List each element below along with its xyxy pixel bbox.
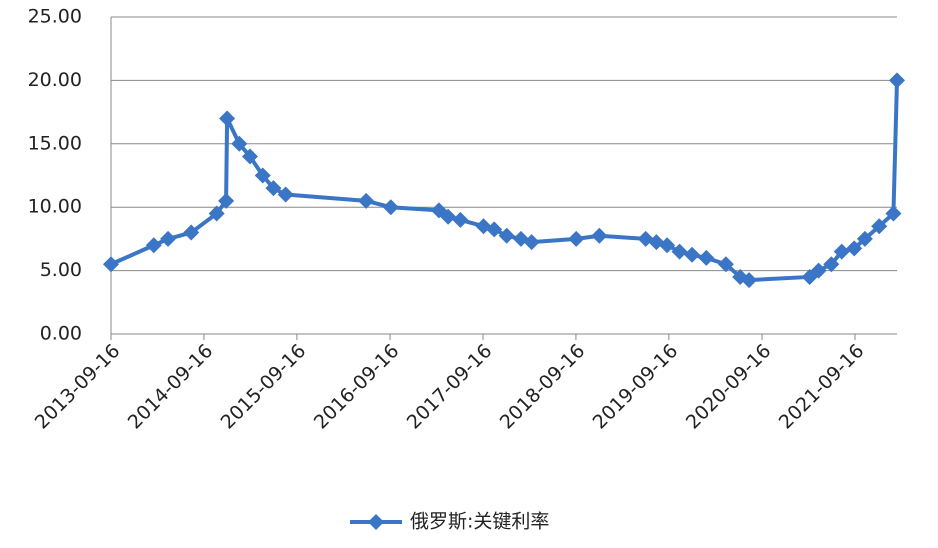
point-marker bbox=[671, 243, 688, 260]
point-marker bbox=[684, 246, 701, 263]
y-tick-label: 5.00 bbox=[40, 259, 82, 281]
point-marker bbox=[717, 256, 734, 273]
point-marker bbox=[219, 110, 236, 127]
point-marker bbox=[358, 192, 375, 209]
point-marker bbox=[440, 208, 457, 225]
point-marker bbox=[856, 230, 873, 247]
point-marker bbox=[810, 262, 827, 279]
x-tick-label: 2016-09-16 bbox=[310, 340, 404, 434]
point-marker bbox=[183, 224, 200, 241]
y-tick-label: 20.00 bbox=[28, 69, 82, 91]
point-marker bbox=[741, 272, 758, 289]
x-tick-label: 2013-09-16 bbox=[31, 340, 125, 434]
point-marker bbox=[498, 227, 515, 244]
x-tick-label: 2015-09-16 bbox=[217, 340, 311, 434]
legend-label: 俄罗斯:关键利率 bbox=[410, 511, 549, 533]
point-marker bbox=[885, 205, 902, 222]
point-marker bbox=[160, 230, 177, 247]
point-marker bbox=[846, 240, 863, 257]
point-marker bbox=[103, 256, 119, 273]
point-marker bbox=[833, 243, 850, 260]
x-tick-label: 2019-09-16 bbox=[589, 340, 683, 434]
point-marker bbox=[382, 199, 399, 216]
point-marker bbox=[486, 221, 503, 238]
point-marker bbox=[659, 237, 676, 254]
point-marker bbox=[889, 72, 905, 89]
point-marker bbox=[698, 249, 715, 266]
point-marker bbox=[523, 234, 540, 251]
point-marker bbox=[277, 186, 294, 203]
point-marker bbox=[208, 205, 225, 222]
point-marker bbox=[452, 211, 469, 228]
point-marker bbox=[231, 135, 248, 152]
y-tick-label: 25.00 bbox=[28, 6, 82, 28]
point-marker bbox=[242, 148, 259, 165]
x-tick-label: 2017-09-16 bbox=[403, 340, 497, 434]
point-marker bbox=[218, 192, 235, 209]
x-tick-label: 2014-09-16 bbox=[124, 340, 218, 434]
y-tick-label: 15.00 bbox=[28, 132, 82, 154]
series-line bbox=[110, 80, 899, 283]
point-marker bbox=[145, 237, 162, 254]
point-marker bbox=[265, 180, 282, 197]
point-marker bbox=[591, 227, 608, 244]
y-tick-label: 10.00 bbox=[28, 196, 82, 218]
point-marker bbox=[254, 167, 271, 184]
point-marker bbox=[568, 230, 585, 247]
x-tick-label: 2020-09-16 bbox=[682, 340, 776, 434]
y-tick-label: 0.00 bbox=[40, 323, 82, 345]
legend-marker bbox=[368, 514, 384, 530]
x-tick-label: 2021-09-16 bbox=[775, 340, 869, 434]
x-tick-label: 2018-09-16 bbox=[496, 340, 590, 434]
point-marker bbox=[871, 218, 888, 235]
point-marker bbox=[823, 256, 840, 273]
